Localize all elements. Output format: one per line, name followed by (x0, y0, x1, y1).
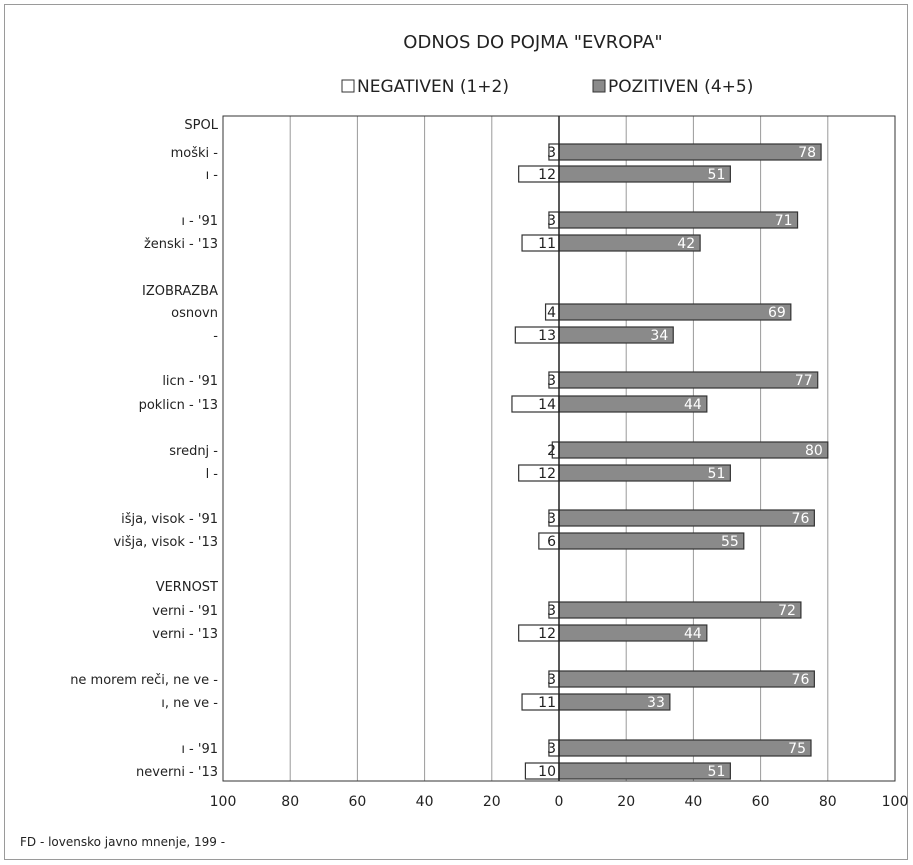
x-tick-label: 100 (210, 794, 237, 810)
data-label-positive: 55 (721, 534, 739, 550)
x-tick-label: 40 (416, 794, 434, 810)
bar-positive (558, 739, 812, 757)
category-label: l - (206, 467, 219, 482)
x-tick-label: 40 (684, 794, 702, 810)
bar-positive (558, 532, 745, 550)
bar-positive (558, 670, 815, 688)
category-label: ı, ne ve - (161, 696, 218, 711)
data-label-positive: 51 (708, 764, 726, 780)
category-label: - (213, 329, 218, 344)
data-label-positive: 76 (792, 672, 810, 688)
category-label: ı - '91 (181, 214, 218, 229)
chart-frame (4, 4, 908, 860)
bar-positive (558, 143, 822, 161)
legend-swatch-positive (592, 79, 606, 93)
bar-positive (558, 601, 802, 619)
data-label-negative: 3 (547, 672, 556, 688)
data-label-negative: 12 (538, 626, 556, 642)
chart-title: ODNOS DO POJMA "EVROPA" (403, 32, 662, 53)
data-label-negative: 10 (538, 764, 556, 780)
bar-positive (558, 371, 819, 389)
category-label: osnovn (171, 306, 218, 321)
x-tick-label: 60 (752, 794, 770, 810)
data-label-negative: 11 (538, 236, 556, 252)
category-label: ı - '91 (181, 742, 218, 757)
data-label-negative: 3 (547, 213, 556, 229)
category-label: neverni - '13 (136, 765, 218, 780)
category-label: verni - '91 (152, 604, 218, 619)
category-label: licn - '91 (162, 374, 218, 389)
legend-swatch-negative (341, 79, 355, 93)
data-label-positive: 71 (775, 213, 793, 229)
data-label-negative: 12 (538, 466, 556, 482)
legend-label-negative: NEGATIVEN (1+2) (357, 77, 509, 97)
data-label-positive: 76 (792, 511, 810, 527)
category-label: višja, visok - '13 (113, 535, 218, 550)
category-label: moški - (171, 146, 219, 161)
group-header: SPOL (184, 118, 218, 133)
bar-positive (558, 464, 731, 482)
data-label-negative: 11 (538, 695, 556, 711)
data-label-positive: 34 (650, 328, 668, 344)
data-label-positive: 69 (768, 305, 786, 321)
bar-positive (558, 509, 815, 527)
data-label-negative: 3 (547, 373, 556, 389)
data-label-positive: 51 (708, 466, 726, 482)
data-label-negative: 3 (547, 741, 556, 757)
category-label: ženski - '13 (144, 237, 218, 252)
category-label: ı - (206, 168, 219, 183)
data-label-negative: 6 (547, 534, 556, 550)
data-label-negative: 4 (547, 305, 556, 321)
category-label: ne morem reči, ne ve - (70, 673, 218, 688)
source-note: FD - lovensko javno mnenje, 199 - (20, 835, 225, 849)
data-label-negative: 2 (547, 443, 556, 459)
data-label-negative: 12 (538, 167, 556, 183)
bar-positive (558, 441, 829, 459)
x-tick-label: 100 (882, 794, 909, 810)
data-label-positive: 72 (778, 603, 796, 619)
category-label: verni - '13 (152, 627, 218, 642)
data-label-positive: 42 (677, 236, 695, 252)
bar-positive (558, 211, 799, 229)
x-tick-label: 80 (281, 794, 299, 810)
data-label-positive: 44 (684, 397, 702, 413)
category-label: išja, visok - '91 (121, 512, 218, 527)
category-label: srednj - (169, 444, 218, 459)
data-label-positive: 77 (795, 373, 813, 389)
plot-area: SPOL moški - 3 78 ı - 12 51 ı - '91 3 71 ženski - … (70, 115, 909, 810)
group-header: VERNOST (156, 580, 218, 595)
x-tick-label: 80 (819, 794, 837, 810)
data-label-positive: 80 (805, 443, 823, 459)
bar-positive (558, 303, 792, 321)
data-label-negative: 3 (547, 603, 556, 619)
data-label-positive: 78 (798, 145, 816, 161)
data-label-positive: 75 (788, 741, 806, 757)
legend: NEGATIVEN (1+2) POZITIVEN (4+5) (341, 77, 753, 97)
group-header: IZOBRAZBA (142, 284, 218, 299)
data-label-negative: 3 (547, 511, 556, 527)
x-tick-label: 20 (483, 794, 501, 810)
bar-positive (558, 165, 731, 183)
data-label-negative: 3 (547, 145, 556, 161)
category-label: poklicn - '13 (139, 398, 218, 413)
bar-positive (558, 762, 731, 780)
data-label-negative: 13 (538, 328, 556, 344)
data-label-positive: 51 (708, 167, 726, 183)
x-tick-label: 0 (555, 794, 564, 810)
data-label-negative: 14 (538, 397, 556, 413)
data-label-positive: 44 (684, 626, 702, 642)
data-label-positive: 33 (647, 695, 665, 711)
legend-label-positive: POZITIVEN (4+5) (608, 77, 753, 97)
x-tick-label: 20 (617, 794, 635, 810)
x-tick-label: 60 (348, 794, 366, 810)
